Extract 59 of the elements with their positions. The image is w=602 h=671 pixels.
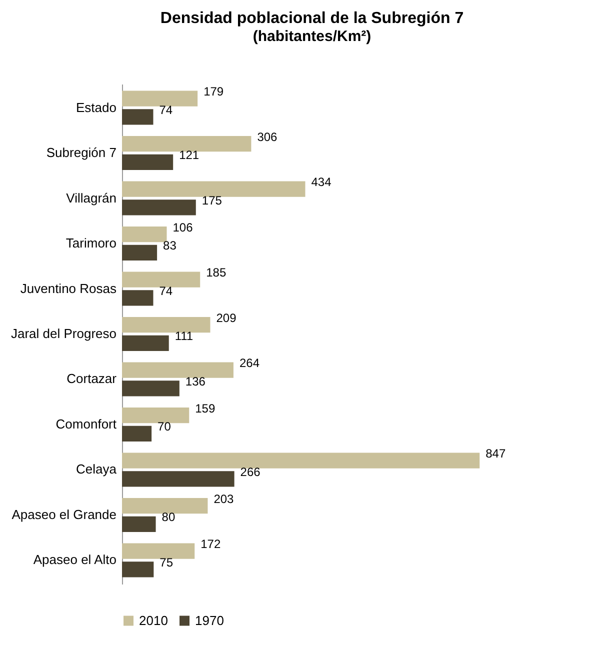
y-tick-label: Apaseo el Alto bbox=[33, 552, 116, 568]
data-label: 179 bbox=[204, 84, 224, 99]
data-label: 70 bbox=[158, 420, 172, 434]
y-tick-label: Celaya bbox=[76, 462, 118, 477]
data-label: 209 bbox=[216, 310, 237, 325]
data-label: 172 bbox=[200, 537, 221, 552]
bar bbox=[122, 181, 306, 197]
y-tick-label: Juventino Rosas bbox=[20, 280, 117, 296]
bar bbox=[122, 272, 200, 288]
y-tick-label: Apaseo el Grande bbox=[12, 506, 116, 522]
y-tick-label: Cortazar bbox=[66, 371, 118, 386]
data-label: 203 bbox=[214, 492, 234, 506]
data-label: 106 bbox=[172, 220, 194, 234]
bar bbox=[122, 226, 167, 242]
bar bbox=[122, 426, 152, 442]
y-tick-label: Villagrán bbox=[66, 190, 116, 206]
y-tick-label: Comonfort bbox=[56, 416, 117, 432]
legend-label: 2010 bbox=[139, 612, 168, 628]
bar bbox=[122, 90, 198, 106]
bar bbox=[122, 154, 174, 170]
bar bbox=[122, 200, 196, 216]
bar bbox=[122, 543, 195, 559]
y-tick-label: Tarimoro bbox=[66, 236, 116, 250]
bar bbox=[122, 408, 190, 424]
y-tick-label: Subregión 7 bbox=[46, 145, 116, 160]
data-label: 111 bbox=[174, 329, 194, 344]
data-label: 185 bbox=[206, 266, 226, 280]
chart-subtitle: (habitantes/Km²) bbox=[252, 28, 372, 45]
bar bbox=[122, 244, 158, 260]
bar bbox=[122, 335, 169, 351]
data-label: 175 bbox=[202, 193, 222, 208]
data-label: 434 bbox=[311, 175, 332, 190]
data-label: 306 bbox=[257, 130, 278, 144]
legend-label: 1970 bbox=[195, 612, 224, 628]
bar bbox=[122, 136, 252, 152]
data-label: 159 bbox=[195, 401, 216, 416]
y-tick-label: Jaral del Progreso bbox=[11, 326, 116, 341]
data-label: 74 bbox=[159, 284, 173, 298]
data-label: 266 bbox=[240, 464, 261, 479]
bar bbox=[122, 498, 208, 514]
bar bbox=[122, 362, 234, 378]
bar bbox=[122, 562, 154, 578]
data-label: 121 bbox=[179, 148, 200, 162]
bar bbox=[122, 317, 210, 333]
bar bbox=[122, 516, 156, 532]
y-tick-label: Estado bbox=[76, 100, 116, 115]
chart-title: Densidad poblacional de la Subregión 7 bbox=[160, 10, 464, 27]
data-label: 74 bbox=[159, 102, 173, 117]
data-label: 847 bbox=[486, 446, 506, 461]
data-label: 75 bbox=[160, 555, 174, 570]
bar bbox=[122, 109, 154, 125]
data-label: 80 bbox=[162, 510, 176, 524]
bar bbox=[122, 452, 480, 468]
data-label: 264 bbox=[239, 356, 260, 370]
bar bbox=[122, 380, 180, 396]
data-label: 83 bbox=[163, 238, 177, 253]
bar bbox=[122, 471, 234, 487]
bar bbox=[122, 290, 154, 306]
data-label: 136 bbox=[185, 374, 206, 388]
